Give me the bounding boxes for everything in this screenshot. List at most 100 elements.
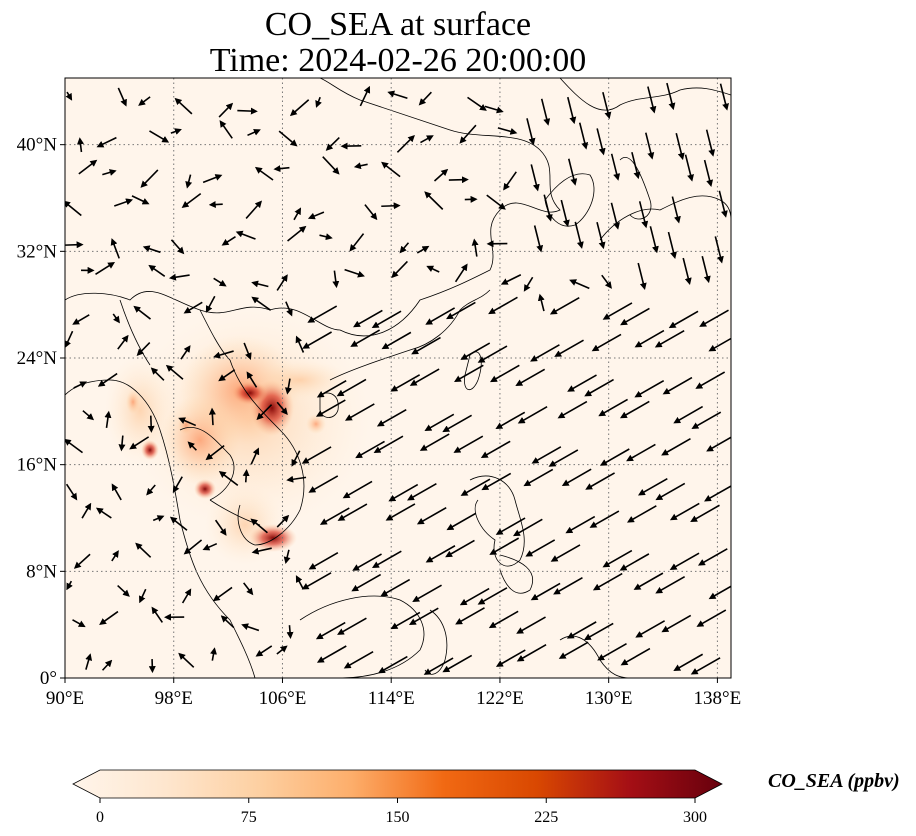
wind-arrow xyxy=(250,518,268,534)
x-tick-label: 114°E xyxy=(368,688,415,709)
wind-arrow xyxy=(530,344,560,362)
wind-arrow xyxy=(302,331,332,349)
wind-arrow xyxy=(484,105,504,114)
wind-arrow xyxy=(139,588,147,604)
wind-arrow xyxy=(380,578,411,597)
wind-arrow xyxy=(602,549,633,568)
wind-arrow xyxy=(477,587,508,605)
wind-arrow xyxy=(407,482,437,501)
wind-arrow xyxy=(388,483,419,502)
wind-arrow xyxy=(516,616,546,634)
y-tick-label: 40°N xyxy=(17,135,58,156)
wind-arrow xyxy=(344,403,375,421)
wind-arrow xyxy=(276,401,288,415)
wind-arrow xyxy=(342,480,373,499)
wind-arrow xyxy=(344,268,365,278)
wind-arrow xyxy=(337,617,367,635)
wind-arrow xyxy=(82,410,95,421)
wind-arrow xyxy=(364,204,378,221)
wind-arrow xyxy=(371,550,402,568)
x-tick-label: 130°E xyxy=(585,688,633,709)
wind-arrow xyxy=(247,129,261,137)
wind-arrow xyxy=(459,587,490,606)
wind-arrow xyxy=(569,279,590,290)
wind-arrow xyxy=(619,400,650,419)
latitude-axis: 0° 8°N 16°N 24°N 32°N 40°N xyxy=(17,135,65,689)
map-subtitle-time: Time: 2024-02-26 20:00:00 xyxy=(209,42,587,79)
wind-arrow xyxy=(661,438,691,456)
wind-arrow xyxy=(315,621,346,640)
wind-arrow xyxy=(181,588,192,604)
wind-arrow xyxy=(352,553,382,571)
wind-arrow xyxy=(592,572,623,591)
wind-arrow xyxy=(387,90,408,100)
wind-arrow xyxy=(218,470,239,487)
wind-arrow xyxy=(560,199,570,228)
wind-arrow xyxy=(517,406,548,424)
wind-arrow xyxy=(691,411,722,429)
wind-arrow xyxy=(488,610,519,629)
wind-arrow xyxy=(255,645,273,657)
wind-arrow xyxy=(353,162,368,170)
wind-arrow xyxy=(574,221,584,249)
wind-arrow xyxy=(669,502,700,521)
wind-arrow xyxy=(349,233,365,252)
wind-arrow xyxy=(467,96,487,111)
wind-vector-field xyxy=(65,82,731,675)
wind-arrow xyxy=(183,301,203,314)
wind-arrow xyxy=(390,611,421,630)
wind-arrow xyxy=(526,118,536,146)
wind-arrow xyxy=(425,307,456,325)
wind-arrow xyxy=(599,448,630,466)
wind-arrow xyxy=(213,277,227,287)
map-frame xyxy=(64,77,732,679)
wind-arrow xyxy=(169,516,188,531)
wind-arrow xyxy=(251,280,269,288)
wind-arrow xyxy=(619,553,650,571)
wind-arrow xyxy=(301,446,332,464)
wind-arrow xyxy=(411,336,441,355)
wind-arrow xyxy=(178,417,197,427)
x-tick-label: 122°E xyxy=(476,688,524,709)
wind-arrow xyxy=(117,584,130,597)
wind-arrow xyxy=(283,549,291,564)
wind-arrow xyxy=(647,86,657,114)
wind-arrow xyxy=(218,369,236,382)
wind-arrow xyxy=(409,368,440,386)
wind-arrow xyxy=(655,575,686,594)
y-tick-label: 8°N xyxy=(26,561,57,582)
wind-arrow xyxy=(378,655,408,674)
wind-arrow xyxy=(210,647,217,661)
wind-arrow xyxy=(315,96,322,108)
wind-arrow xyxy=(114,198,134,207)
wind-arrow xyxy=(537,293,545,312)
wind-arrow xyxy=(481,472,512,491)
wind-arrow xyxy=(350,329,381,347)
wind-arrow xyxy=(165,364,184,380)
wind-arrow xyxy=(558,641,589,659)
wind-arrow xyxy=(661,614,692,633)
wind-arrow xyxy=(708,337,731,352)
wind-arrow xyxy=(675,132,685,161)
wind-arrow xyxy=(381,202,401,210)
wind-arrow xyxy=(295,335,305,353)
wind-arrow xyxy=(241,623,260,632)
wind-arrow xyxy=(673,653,704,672)
x-tick-label: 98°E xyxy=(155,688,193,709)
wind-arrow xyxy=(65,483,78,501)
wind-arrow xyxy=(666,82,676,111)
wind-arrow xyxy=(531,446,562,464)
wind-arrow xyxy=(251,547,272,555)
longitude-axis: 90°E 98°E 106°E 114°E 122°E 130°E 138°E xyxy=(46,678,741,709)
wind-arrow xyxy=(322,156,340,175)
wind-arrow xyxy=(718,190,728,218)
wind-arrow xyxy=(655,482,686,501)
wind-arrow xyxy=(684,154,694,182)
wind-arrow xyxy=(523,468,554,487)
wind-arrow xyxy=(291,450,301,467)
wind-arrow xyxy=(129,436,150,450)
wind-arrow xyxy=(99,610,119,625)
wind-arrow xyxy=(149,130,170,143)
colorbar-tick-label: 300 xyxy=(683,809,707,826)
